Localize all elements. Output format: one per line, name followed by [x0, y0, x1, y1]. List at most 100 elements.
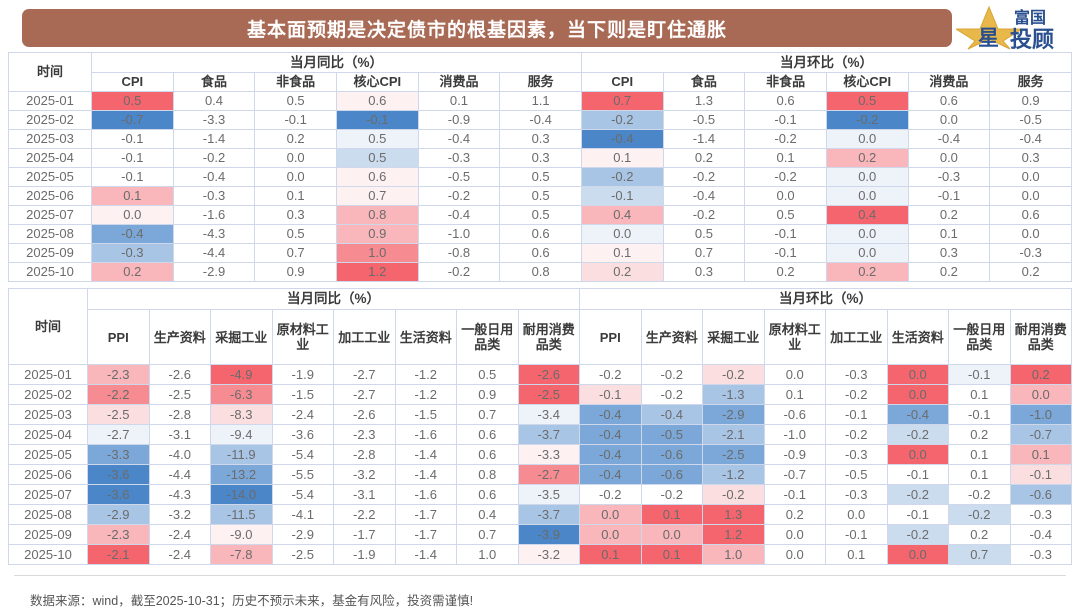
table-row: 2025-06 0.1 -0.3 0.1 0.7 -0.2 0.5 -0.1 -0.4 0.0 0.… [8, 186, 1072, 206]
cpi-cell: 0.5 [662, 224, 746, 244]
ppi-cell: 0.9 [456, 384, 519, 405]
ppi-cell: -0.2 [640, 484, 703, 505]
cpi-cell: 0.2 [825, 262, 909, 282]
ppi-cell: 0.7 [456, 524, 519, 545]
title-banner: 基本面预期是决定债市的根基因素，当下则是盯住通胀 [22, 9, 952, 47]
ppi-col-4: 加工工业 [333, 309, 396, 365]
cpi-group-header-row: 时间 当月同比（%） 当月环比（%） [8, 52, 1073, 92]
table-row: 2025-05 -0.1 -0.4 0.0 0.6 -0.5 0.5 -0.2 -0.2 -0.2… [8, 167, 1072, 187]
ppi-cell: -2.4 [148, 544, 211, 565]
ppi-cell: 0.0 [763, 364, 826, 385]
table-row: 2025-03 -0.1 -1.4 0.2 0.5 -0.4 0.3 -0.4 -1.4 -0.2… [8, 129, 1072, 149]
cpi-cell: 0.2 [580, 262, 664, 282]
cpi-row-time: 2025-03 [8, 129, 92, 149]
ppi-cell: -3.3 [87, 444, 150, 465]
ppi-cell: -1.9 [333, 544, 396, 565]
cpi-cell: -0.5 [989, 110, 1072, 130]
cpi-cell: 1.1 [499, 91, 582, 111]
ppi-cell: 0.1 [640, 504, 703, 525]
ppi-cell: -1.0 [1009, 404, 1072, 425]
ppi-cell: -0.4 [579, 404, 642, 425]
cpi-row-time: 2025-02 [8, 110, 92, 130]
svg-text:星: 星 [978, 26, 999, 50]
cpi-cell: 0.3 [254, 205, 337, 225]
cpi-cell: 0.1 [254, 186, 337, 206]
ppi-col-9: 生产资料 [640, 309, 703, 365]
ppi-cell: -4.9 [210, 364, 273, 385]
ppi-cell: -2.9 [702, 404, 765, 425]
ppi-cell: 0.1 [825, 544, 888, 565]
cpi-cell: 0.3 [499, 148, 582, 168]
ppi-col-12: 加工工业 [825, 309, 888, 365]
ppi-cell: -4.3 [148, 484, 211, 505]
ppi-cell: -2.6 [333, 404, 396, 425]
cpi-cell: -1.4 [662, 129, 746, 149]
ppi-cell: -0.2 [886, 524, 949, 545]
ppi-cell: -3.2 [517, 544, 580, 565]
ppi-cell: -9.0 [210, 524, 273, 545]
cpi-col-3: 核心CPI [335, 72, 419, 92]
ppi-cell: -3.7 [517, 424, 580, 445]
ppi-cell: -0.6 [640, 464, 703, 485]
cpi-cell: 0.3 [662, 262, 746, 282]
ppi-cell: -1.7 [333, 524, 396, 545]
ppi-cell: -0.1 [948, 404, 1011, 425]
ppi-cell: -0.1 [1009, 464, 1072, 485]
ppi-cell: -1.4 [394, 464, 457, 485]
table-row: 2025-01 0.5 0.4 0.5 0.6 0.1 1.1 0.7 1.3 0.6 0.5 0.6… [8, 91, 1072, 111]
table-row: 2025-10 0.2 -2.9 0.9 1.2 -0.2 0.8 0.2 0.3 0.2 0.2 0… [8, 262, 1072, 282]
ppi-cell: -3.1 [148, 424, 211, 445]
ppi-cell: 0.1 [763, 384, 826, 405]
ppi-cell: 0.0 [886, 444, 949, 465]
ppi-cell: -0.2 [640, 364, 703, 385]
table-row: 2025-04 -0.1 -0.2 0.0 0.5 -0.3 0.3 0.1 0.2 0.1 0.2… [8, 148, 1072, 168]
cpi-table-head: 时间 当月同比（%） 当月环比（%） CPI 食品 非食品 核心CPI 消费品 服务 CPI… [8, 52, 1073, 92]
cpi-cell: -0.2 [662, 167, 746, 187]
ppi-cell: -0.2 [579, 364, 642, 385]
table-row: 2025-07 0.0 -1.6 0.3 0.8 -0.4 0.5 0.4 -0.2 0.5 0.4… [8, 205, 1072, 225]
cpi-cell: -1.0 [417, 224, 501, 244]
ppi-cell: -14.0 [210, 484, 273, 505]
cpi-cell: -0.4 [662, 186, 746, 206]
ppi-col-5: 生活资料 [394, 309, 457, 365]
table-row: 2025-03 -2.5 -2.8 -8.3 -2.4 -2.6 -1.5 0.7 -3.4 -0… [8, 404, 1072, 425]
ppi-cell: -1.2 [702, 464, 765, 485]
cpi-cell: 1.2 [335, 262, 419, 282]
ppi-cell: 1.0 [456, 544, 519, 565]
ppi-cell: 0.7 [948, 544, 1011, 565]
table-row: 2025-02 -0.7 -3.3 -0.1 -0.1 -0.9 -0.4 -0.2 -0.5-… [8, 110, 1072, 130]
ppi-cell: -2.6 [517, 364, 580, 385]
cpi-cell: 0.0 [254, 167, 337, 187]
cpi-cell: -0.2 [662, 205, 746, 225]
cpi-cell: -0.4 [172, 167, 256, 187]
cpi-cell: 0.9 [254, 262, 337, 282]
cpi-cell: 0.2 [662, 148, 746, 168]
cpi-col-4: 消费品 [417, 72, 501, 92]
ppi-cell: -9.4 [210, 424, 273, 445]
cpi-cell: 0.5 [744, 205, 827, 225]
cpi-cell: -0.1 [91, 167, 174, 187]
ppi-cell: 0.5 [456, 364, 519, 385]
cpi-cell: -0.1 [91, 129, 174, 149]
ppi-cell: -0.1 [579, 384, 642, 405]
ppi-group-header-row: 时间 当月同比（%） 当月环比（%） [8, 288, 1072, 365]
cpi-cell: -0.4 [417, 205, 501, 225]
table-row: 2025-01 -2.3 -2.6 -4.9 -1.9 -2.7 -1.2 0.5 -2.6 -0… [8, 364, 1072, 385]
cpi-cell: -0.2 [580, 167, 664, 187]
ppi-col-14: 一般日用品类 [948, 309, 1011, 365]
cpi-cell: 0.1 [744, 148, 827, 168]
cpi-table: 时间 当月同比（%） 当月环比（%） CPI 食品 非食品 核心CPI 消费品 服务 CPI… [8, 52, 1073, 282]
ppi-cell: 0.0 [825, 504, 888, 525]
cpi-cell: 0.0 [825, 186, 909, 206]
ppi-cell: -0.4 [640, 404, 703, 425]
cpi-cell: -1.6 [172, 205, 256, 225]
cpi-row-time: 2025-04 [8, 148, 92, 168]
ppi-cell: -0.5 [825, 464, 888, 485]
table-row: 2025-06 -3.6 -4.4 -13.2 -5.5 -3.2 -1.4 0.8 -2.7-… [8, 464, 1072, 485]
cpi-cell: -0.2 [417, 262, 501, 282]
ppi-cell: -0.4 [579, 464, 642, 485]
cpi-col-7: 食品 [662, 72, 746, 92]
cpi-cell: 0.2 [907, 205, 991, 225]
ppi-cell: 0.8 [456, 464, 519, 485]
ppi-cell: 0.2 [948, 424, 1011, 445]
